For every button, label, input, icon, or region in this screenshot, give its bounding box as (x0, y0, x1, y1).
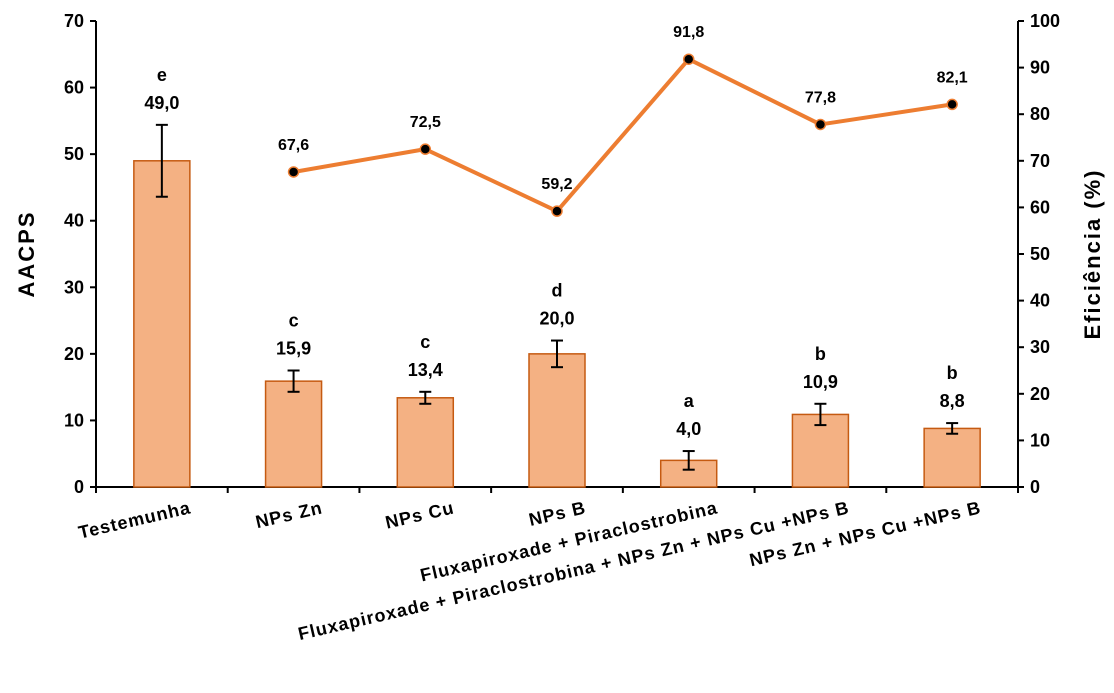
efficiency-marker (287, 166, 300, 178)
y2-tick-label: 60 (1030, 197, 1050, 217)
efficiency-polyline (293, 57, 953, 214)
y2-tick-label: 70 (1030, 151, 1050, 171)
y2-tick-label: 40 (1030, 291, 1050, 311)
data-labels: 49,0 e 15,9 c 13,4 c 20,0 d 4,0 a 10,9 b 8,8 b 67,6 72,… (144, 24, 967, 439)
efficiency-value-label: 77,8 (805, 89, 836, 106)
efficiency-value-label: 72,5 (410, 114, 441, 131)
significance-letter: c (420, 332, 430, 352)
efficiency-value-label: 59,2 (541, 176, 572, 193)
y-tick-label: 50 (64, 144, 84, 164)
efficiency-value-label: 82,1 (937, 69, 968, 86)
y-tick-label: 60 (64, 78, 84, 98)
x-tick-label: NPs B (527, 497, 588, 530)
efficiency-marker (551, 205, 563, 217)
significance-letter: c (289, 311, 299, 331)
efficiency-value-label: 67,6 (278, 137, 309, 154)
y2-tick-label: 10 (1030, 430, 1050, 450)
y-tick-label: 0 (74, 477, 84, 497)
significance-letter: a (684, 391, 695, 411)
y-tick-label: 70 (64, 11, 84, 31)
significance-letter: e (157, 65, 167, 85)
bar-value-label: 8,8 (940, 391, 965, 411)
y-tick-label: 10 (64, 410, 84, 430)
bar (923, 427, 981, 488)
bar (791, 413, 850, 488)
x-tick-label: NPs Cu (383, 497, 456, 532)
y2-axis-title: Eficiência (%) (1080, 168, 1105, 339)
efficiency-marker (814, 118, 827, 131)
y2-tick-label: 0 (1030, 477, 1040, 497)
y2-tick-label: 50 (1030, 244, 1050, 264)
efficiency-value-label: 91,8 (673, 24, 704, 41)
y2-tick-label: 20 (1030, 384, 1050, 404)
efficiency-line (287, 53, 958, 217)
bar-value-label: 4,0 (676, 419, 701, 439)
bar-value-label: 20,0 (539, 309, 574, 329)
efficiency-marker (682, 53, 695, 65)
bar (396, 397, 455, 488)
significance-letter: d (552, 281, 563, 301)
y-axis-title: AACPS (14, 210, 39, 297)
y2-tick-label: 90 (1030, 58, 1050, 78)
y2-tick-label: 80 (1030, 104, 1050, 124)
efficiency-marker (946, 98, 958, 111)
significance-letter: b (947, 363, 958, 383)
significance-letter: b (815, 344, 826, 364)
bar-value-label: 49,0 (144, 93, 179, 113)
bar (133, 160, 191, 488)
y2-tick-label: 100 (1030, 11, 1060, 31)
bar-value-label: 15,9 (276, 339, 311, 359)
bar-value-label: 13,4 (408, 360, 443, 380)
efficiency-marker (419, 143, 432, 155)
y-tick-label: 20 (64, 344, 84, 364)
x-tick-label: Testemunha (77, 497, 193, 542)
x-tick-label: NPs Zn + NPs Cu +NPs B (748, 497, 983, 570)
x-tick-label: NPs Zn (254, 497, 325, 532)
bar (264, 380, 323, 488)
bar-value-label: 10,9 (803, 372, 838, 392)
y-tick-label: 40 (64, 211, 84, 231)
y-tick-label: 30 (64, 277, 84, 297)
y2-tick-label: 30 (1030, 337, 1050, 357)
bars (133, 123, 981, 488)
bar (528, 353, 586, 488)
